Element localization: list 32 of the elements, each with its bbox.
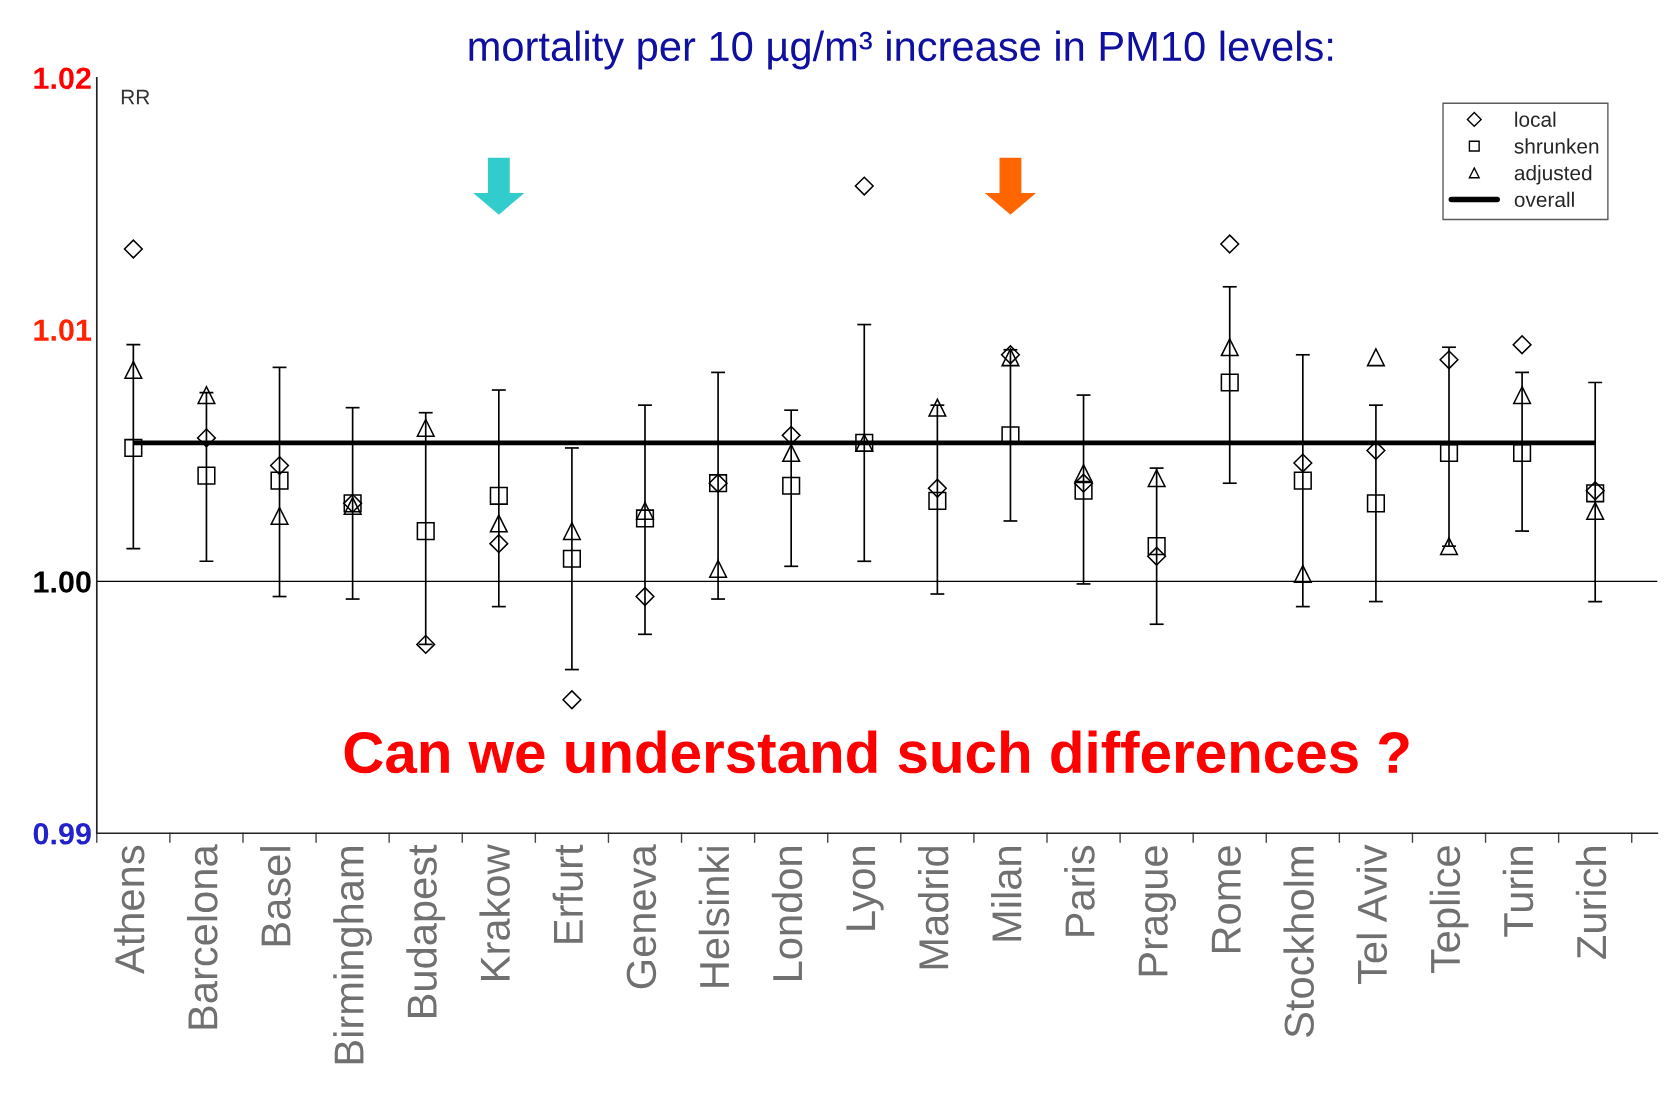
x-tick-label: Athens: [113, 845, 145, 974]
x-tick-label: Madrid: [917, 847, 949, 969]
x-tick-label: Krakow: [479, 844, 510, 980]
legend-label: adjusted: [1514, 165, 1592, 185]
x-tick-label: Geneva: [626, 844, 657, 989]
chart-title: mortality per 10 µg/m³ increase in PM10 levels:: [469, 30, 1333, 70]
x-tick-label: Helsinki: [698, 847, 730, 987]
y-tick-label: 1.00: [34, 571, 91, 593]
x-tick-label: London: [771, 847, 803, 980]
x-tick-label: Barcelona: [187, 844, 218, 1029]
x-tick-label: Milan: [991, 847, 1022, 941]
x-tick-label: Zurich: [1575, 847, 1607, 959]
x-tick-label: Stockholm: [1283, 847, 1315, 1037]
x-tick-label: Basel: [260, 847, 291, 946]
y-tick-label: 0.99: [33, 822, 91, 845]
x-tick-label: Erfurt: [552, 844, 584, 943]
y-tick-label: 1.02: [34, 67, 91, 90]
y-axis-title: RR: [121, 89, 150, 105]
x-tick-label: Paris: [1064, 845, 1095, 936]
x-tick-label: Prague: [1138, 846, 1177, 976]
x-tick-label: Turin: [1502, 847, 1534, 937]
x-tick-label: Teplice: [1429, 846, 1469, 974]
x-tick-label: Budapest: [406, 844, 446, 1017]
x-tick-label: Rome: [1211, 846, 1241, 953]
legend-label: overall: [1514, 191, 1574, 208]
x-tick-label: Lyon: [846, 847, 884, 930]
legend-label: shrunken: [1514, 138, 1599, 154]
x-tick-label: Birmingham: [333, 847, 373, 1064]
legend-label: local: [1515, 111, 1556, 127]
x-tick-label: Tel Aviv: [1356, 844, 1388, 984]
annotation: Can we understand such differences ?: [344, 730, 1409, 774]
y-tick-label: 1.01: [34, 319, 92, 341]
